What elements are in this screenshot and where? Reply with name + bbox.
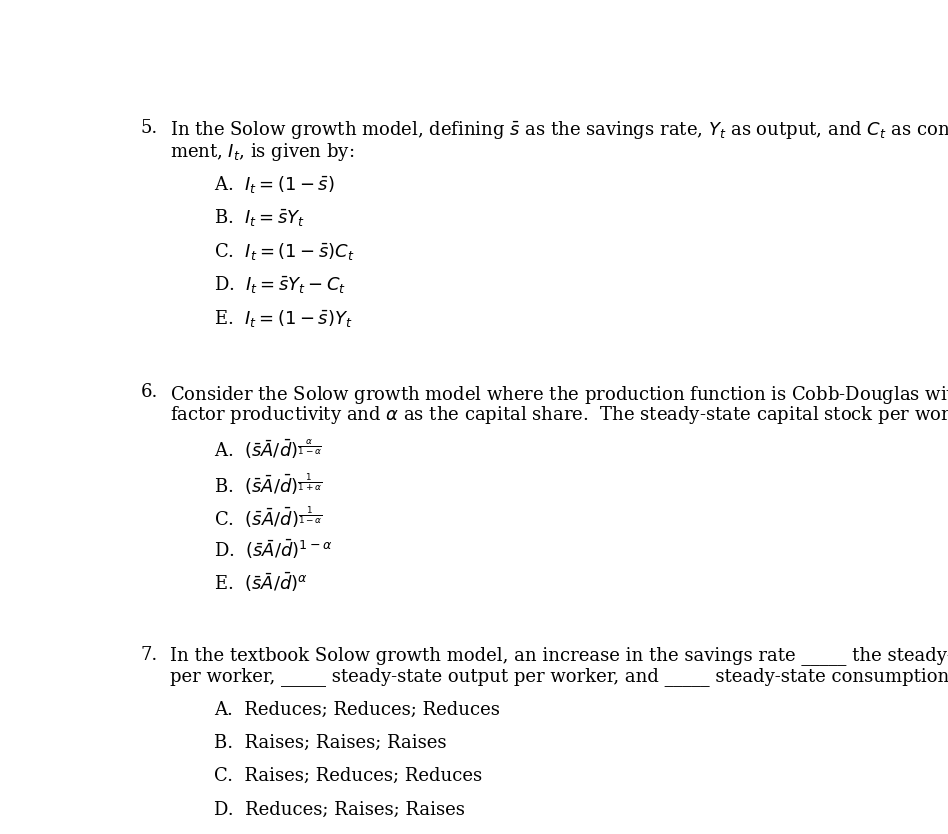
Text: C.  Raises; Reduces; Reduces: C. Raises; Reduces; Reduces [214, 767, 483, 786]
Text: factor productivity and $\alpha$ as the capital share.  The steady-state capital: factor productivity and $\alpha$ as the … [170, 404, 948, 426]
Text: Consider the Solow growth model where the production function is Cobb-Douglas wi: Consider the Solow growth model where th… [170, 383, 948, 407]
Text: D.  $(\bar{s}\bar{A}/\bar{d})^{1-\alpha}$: D. $(\bar{s}\bar{A}/\bar{d})^{1-\alpha}$ [214, 537, 333, 561]
Text: B.  Raises; Raises; Raises: B. Raises; Raises; Raises [214, 734, 447, 752]
Text: 6.: 6. [140, 383, 158, 400]
Text: In the textbook Solow growth model, an increase in the savings rate _____ the st: In the textbook Solow growth model, an i… [170, 646, 948, 665]
Text: D.  Reduces; Raises; Raises: D. Reduces; Raises; Raises [214, 801, 465, 819]
Text: D.  $I_t = \bar{s}Y_t - C_t$: D. $I_t = \bar{s}Y_t - C_t$ [214, 274, 346, 295]
Text: In the Solow growth model, defining $\bar{s}$ as the savings rate, $Y_t$ as outp: In the Solow growth model, defining $\ba… [170, 119, 948, 141]
Text: E.  $I_t = (1 - \bar{s})Y_t$: E. $I_t = (1 - \bar{s})Y_t$ [214, 308, 353, 329]
Text: B.  $(\bar{s}\bar{A}/\bar{d})^{\frac{1}{1+\alpha}}$: B. $(\bar{s}\bar{A}/\bar{d})^{\frac{1}{1… [214, 470, 322, 496]
Text: A.  $I_t = (1 - \bar{s})$: A. $I_t = (1 - \bar{s})$ [214, 174, 335, 195]
Text: A.  Reduces; Reduces; Reduces: A. Reduces; Reduces; Reduces [214, 701, 500, 719]
Text: B.  $I_t = \bar{s}Y_t$: B. $I_t = \bar{s}Y_t$ [214, 208, 305, 229]
Text: 7.: 7. [140, 646, 157, 664]
Text: per worker, _____ steady-state output per worker, and _____ steady-state consump: per worker, _____ steady-state output pe… [170, 667, 948, 686]
Text: C.  $(\bar{s}\bar{A}/\bar{d})^{\frac{1}{1-\alpha}}$: C. $(\bar{s}\bar{A}/\bar{d})^{\frac{1}{1… [214, 504, 322, 530]
Text: A.  $(\bar{s}\bar{A}/\bar{d})^{\frac{\alpha}{1-\alpha}}$: A. $(\bar{s}\bar{A}/\bar{d})^{\frac{\alp… [214, 437, 322, 461]
Text: ment, $I_t$, is given by:: ment, $I_t$, is given by: [170, 141, 355, 163]
Text: C.  $I_t = (1 - \bar{s})C_t$: C. $I_t = (1 - \bar{s})C_t$ [214, 241, 355, 262]
Text: 5.: 5. [140, 119, 157, 138]
Text: E.  $(\bar{s}\bar{A}/\bar{d})^{\alpha}$: E. $(\bar{s}\bar{A}/\bar{d})^{\alpha}$ [214, 570, 308, 595]
